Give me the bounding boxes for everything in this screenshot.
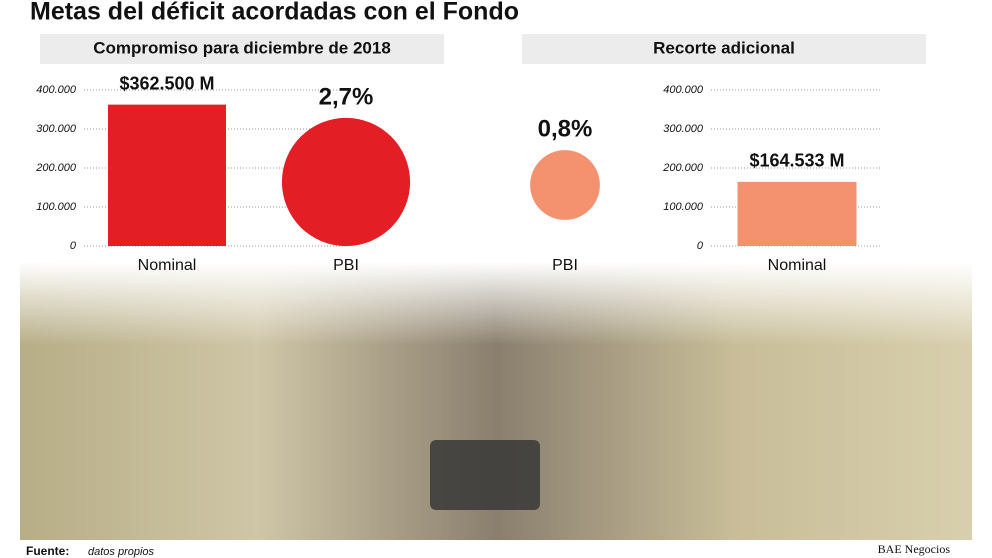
value-label: $164.533 M xyxy=(749,151,844,171)
value-label: 2,7% xyxy=(319,83,374,110)
panel-header xyxy=(40,34,444,64)
y-tick-label: 400.000 xyxy=(36,84,77,96)
category-label: PBI xyxy=(552,257,578,274)
credit: BAE Negocios xyxy=(878,542,951,556)
panel-title: Compromiso para diciembre de 2018 xyxy=(93,38,391,57)
value-label: $362.500 M xyxy=(119,73,214,93)
y-tick-label: 300.000 xyxy=(663,123,704,135)
y-tick-label: 400.000 xyxy=(663,84,704,96)
y-tick-label: 300.000 xyxy=(36,123,77,135)
bubble xyxy=(530,150,600,220)
title: Metas del déficit acordadas con el Fondo xyxy=(30,0,519,26)
panel-title: Recorte adicional xyxy=(653,38,795,57)
calculator xyxy=(430,440,540,510)
y-tick-label: 200.000 xyxy=(662,162,704,174)
y-tick-label: 100.000 xyxy=(663,201,704,213)
y-tick-label: 0 xyxy=(697,240,704,252)
bar xyxy=(108,104,226,246)
panel-header xyxy=(522,34,926,64)
source: datos propios xyxy=(88,546,155,558)
y-tick-label: 200.000 xyxy=(35,162,77,174)
value-label: 0,8% xyxy=(538,115,593,142)
source-label: Fuente: xyxy=(26,544,69,558)
category-label: Nominal xyxy=(768,257,827,274)
y-tick-label: 0 xyxy=(70,240,77,252)
category-label: Nominal xyxy=(138,257,197,274)
bubble xyxy=(281,117,411,247)
y-tick-label: 100.000 xyxy=(36,201,77,213)
bar xyxy=(737,181,857,246)
category-label: PBI xyxy=(333,257,359,274)
